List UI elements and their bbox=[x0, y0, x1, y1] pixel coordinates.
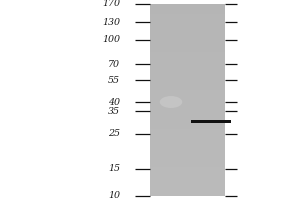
Bar bbox=[150, 4, 225, 196]
Ellipse shape bbox=[160, 96, 182, 108]
Bar bbox=[150, 158, 225, 167]
Bar bbox=[150, 62, 225, 71]
Text: 130: 130 bbox=[102, 18, 120, 27]
Bar bbox=[150, 119, 225, 129]
Bar bbox=[150, 167, 225, 177]
Bar bbox=[150, 81, 225, 90]
Bar bbox=[150, 90, 225, 100]
Bar bbox=[150, 110, 225, 119]
Bar bbox=[150, 138, 225, 148]
Bar bbox=[150, 23, 225, 33]
Bar bbox=[150, 177, 225, 186]
Bar bbox=[150, 14, 225, 23]
Bar bbox=[150, 129, 225, 138]
Bar bbox=[150, 186, 225, 196]
Bar bbox=[150, 33, 225, 42]
Text: 35: 35 bbox=[108, 107, 120, 116]
Text: 25: 25 bbox=[108, 129, 120, 138]
Text: 15: 15 bbox=[108, 164, 120, 173]
Bar bbox=[190, 120, 231, 123]
Text: 40: 40 bbox=[108, 98, 120, 107]
Bar bbox=[150, 52, 225, 62]
Bar bbox=[150, 100, 225, 110]
Text: 70: 70 bbox=[108, 60, 120, 69]
Text: 10: 10 bbox=[108, 192, 120, 200]
Bar bbox=[150, 4, 225, 14]
Bar bbox=[150, 71, 225, 81]
Bar bbox=[150, 42, 225, 52]
Bar bbox=[150, 148, 225, 158]
Text: 55: 55 bbox=[108, 76, 120, 85]
Text: 100: 100 bbox=[102, 35, 120, 44]
Text: 170: 170 bbox=[102, 0, 120, 8]
